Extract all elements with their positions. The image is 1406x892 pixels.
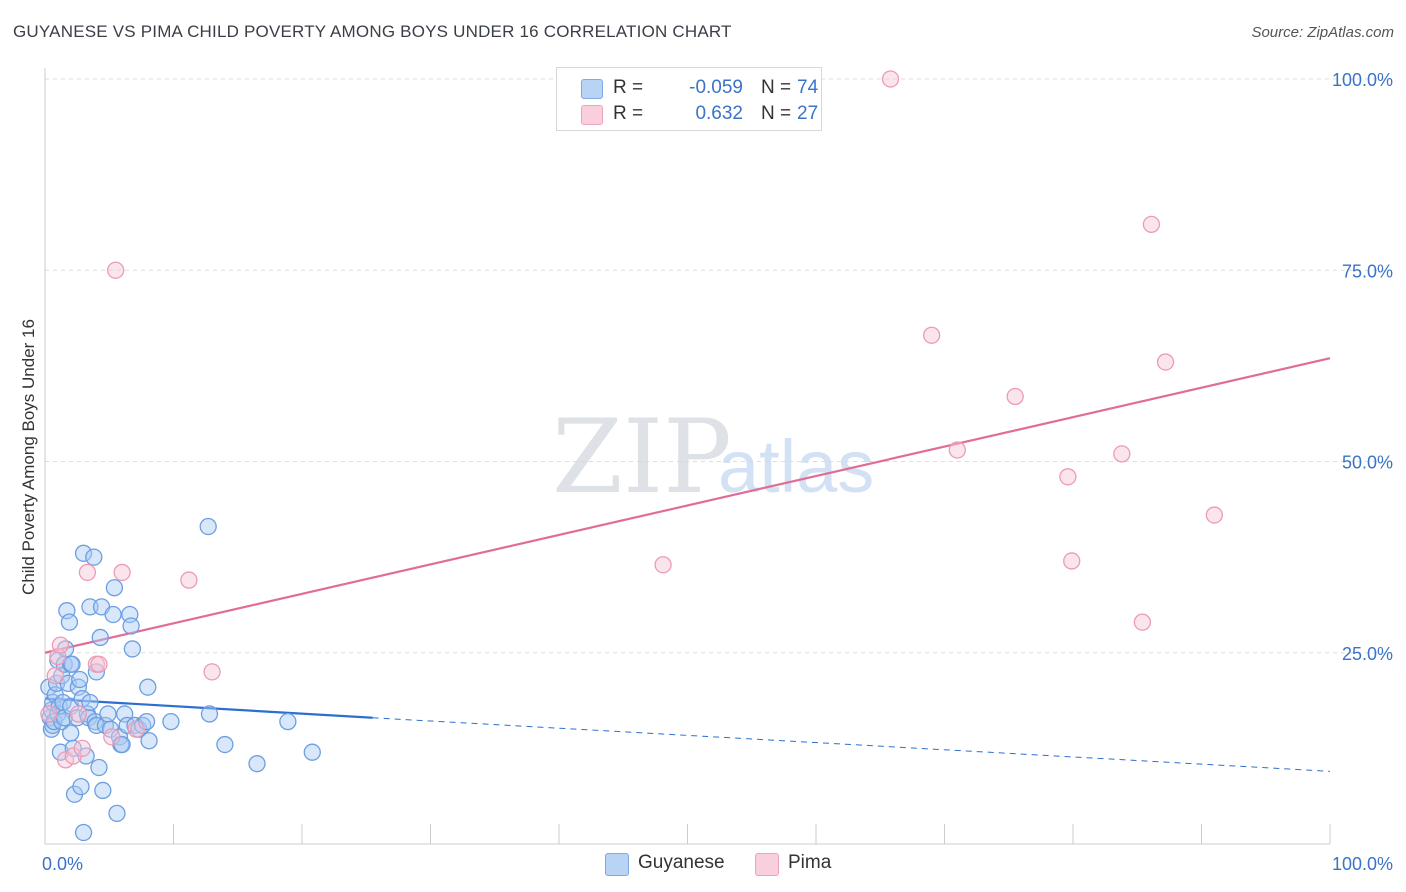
r-label: R = <box>613 77 644 98</box>
source-label: Source: ZipAtlas.com <box>1251 24 1394 41</box>
guyanese-point <box>200 705 219 723</box>
guyanese-point <box>81 693 99 712</box>
guyanese-point <box>72 777 90 796</box>
y-axis-title: Child Poverty Among Boys Under 16 <box>19 319 38 595</box>
guyanese-point <box>99 705 117 723</box>
guyanese-point <box>87 716 106 735</box>
data-points <box>40 70 1223 842</box>
pima-swatch <box>581 105 603 125</box>
guyanese-point <box>62 724 80 742</box>
guyanese-point <box>199 517 217 536</box>
pima-point <box>90 655 108 673</box>
guyanese-point <box>90 758 108 777</box>
pima-point <box>1142 215 1161 234</box>
correlation-legend: R = -0.059 N = 74 R = 0.632 N = 27 <box>556 67 822 131</box>
watermark-atlas: atlas <box>718 425 874 508</box>
y-tick-label: 100.0% <box>1332 70 1393 90</box>
guyanese-point <box>140 732 158 750</box>
pima-n-value: 27 <box>797 103 819 124</box>
pima-point <box>923 326 941 344</box>
guyanese-trend-line <box>44 697 373 719</box>
guyanese-point <box>74 823 93 842</box>
guyanese-point <box>303 743 321 761</box>
chart-title: GUYANESE VS PIMA CHILD POVERTY AMONG BOY… <box>13 22 732 41</box>
pima-point <box>203 663 221 681</box>
guyanese-point <box>71 670 89 689</box>
trend-lines <box>44 357 1331 772</box>
pima-point <box>1059 468 1077 486</box>
guyanese-r-value: -0.059 <box>689 77 743 98</box>
n-label: N = <box>761 77 792 98</box>
guyanese-point <box>248 755 266 773</box>
guyanese-point <box>139 678 157 696</box>
pima-point <box>1006 387 1024 406</box>
guyanese-point <box>74 544 93 562</box>
axis-labels: 25.0% 50.0% 75.0% 100.0% 0.0% 100.0% Child Pov… <box>19 70 1393 874</box>
guyanese-point <box>216 735 234 754</box>
guyanese-point <box>60 613 79 631</box>
guyanese-point <box>94 781 112 800</box>
guyanese-point <box>108 804 126 823</box>
pima-point <box>1205 506 1223 524</box>
pima-point <box>180 571 198 589</box>
pima-point <box>51 636 70 654</box>
guyanese-n-value: 74 <box>797 77 819 98</box>
pima-point <box>881 70 900 88</box>
pima-legend-swatch <box>755 853 779 876</box>
x-tick-label-max: 100.0% <box>1332 854 1393 874</box>
axes <box>44 68 1331 845</box>
pima-point <box>1063 552 1081 570</box>
pima-point <box>107 261 125 279</box>
r-label: R = <box>613 103 644 124</box>
gridlines <box>45 78 1392 654</box>
guyanese-trend-extension <box>372 717 1331 772</box>
guyanese-point <box>104 605 122 624</box>
x-tick-label-min: 0.0% <box>42 854 83 874</box>
pima-r-value: 0.632 <box>695 103 743 124</box>
guyanese-swatch <box>581 79 603 99</box>
pima-point <box>1133 613 1152 631</box>
pima-point <box>1156 353 1175 371</box>
pima-point <box>46 667 64 685</box>
guyanese-point <box>91 628 109 647</box>
pima-point <box>654 556 672 574</box>
guyanese-legend-label: Guyanese <box>638 852 725 873</box>
pima-point <box>73 739 91 758</box>
pima-point <box>113 563 131 582</box>
pima-point <box>127 720 145 738</box>
guyanese-point <box>122 617 140 635</box>
guyanese-point <box>63 655 81 673</box>
pima-trend-line <box>44 357 1331 654</box>
pima-legend-label: Pima <box>788 852 832 873</box>
n-label: N = <box>761 103 792 124</box>
watermark-zip: ZIP <box>552 398 732 517</box>
guyanese-point <box>162 712 180 731</box>
pima-point <box>69 705 88 723</box>
y-tick-label: 75.0% <box>1342 261 1393 281</box>
pima-point <box>1113 445 1131 463</box>
guyanese-point <box>105 579 124 597</box>
pima-point <box>78 563 97 582</box>
pima-point <box>40 705 58 723</box>
guyanese-point <box>123 640 142 658</box>
guyanese-legend-swatch <box>605 853 629 876</box>
y-tick-label: 50.0% <box>1342 453 1393 473</box>
guyanese-point <box>85 548 103 566</box>
y-tick-label: 25.0% <box>1342 644 1393 664</box>
guyanese-point <box>279 712 297 731</box>
pima-point <box>948 441 966 459</box>
pima-point <box>103 728 121 746</box>
